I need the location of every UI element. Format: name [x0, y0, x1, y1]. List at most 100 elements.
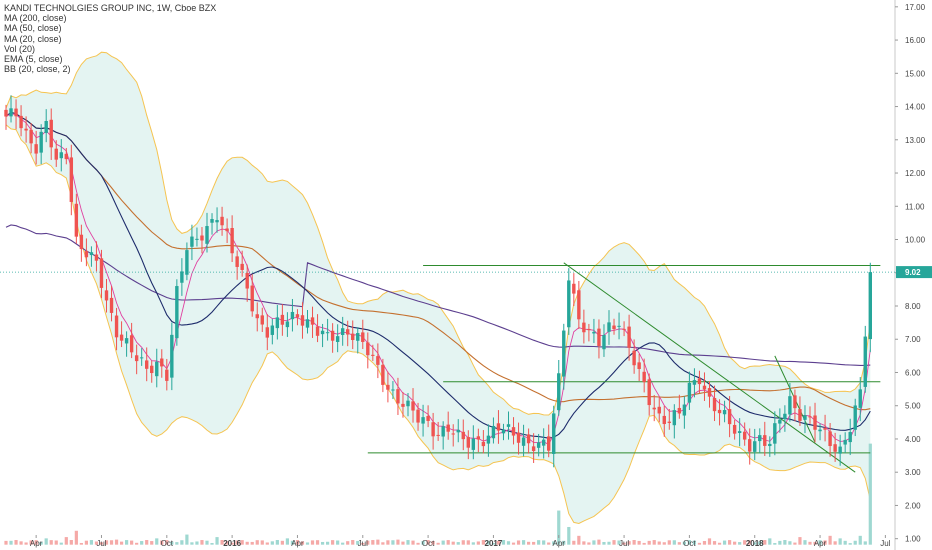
- candle-body: [104, 290, 109, 301]
- candle-body: [547, 436, 551, 451]
- volume-bar: [813, 541, 817, 545]
- volume-bar: [712, 541, 717, 545]
- candle-body: [637, 362, 641, 370]
- volume-bar: [396, 539, 400, 545]
- volume-bar: [803, 540, 807, 545]
- candle-body: [356, 333, 360, 341]
- candle-body: [426, 415, 430, 421]
- candle-body: [838, 446, 842, 454]
- candle-body: [315, 326, 320, 336]
- candle-body: [59, 152, 63, 159]
- volume-bar: [235, 540, 239, 545]
- candle-body: [64, 153, 68, 160]
- ma200-line: [5, 224, 871, 366]
- candle-body: [421, 417, 425, 424]
- volume-bar: [592, 540, 596, 545]
- volume-bar: [300, 541, 305, 545]
- candle-body: [516, 432, 521, 443]
- volume-bar: [783, 540, 787, 545]
- candle-body: [205, 226, 209, 244]
- legend-title: KANDI TECHNOLGIES GROUP INC, 1W, Cboe BZ…: [4, 3, 217, 13]
- volume-bar: [763, 540, 767, 545]
- volume-bar: [416, 542, 420, 545]
- candle-body: [325, 332, 330, 334]
- candle-body: [567, 280, 571, 328]
- candle-body: [99, 258, 104, 288]
- volume-bar: [341, 542, 345, 545]
- candle-body: [170, 334, 174, 378]
- candle-body: [300, 315, 305, 326]
- candle-body: [9, 108, 13, 117]
- volume-bar: [632, 540, 636, 545]
- candle-body: [562, 330, 566, 377]
- volume-bar: [426, 539, 430, 545]
- candle-body: [175, 286, 179, 339]
- volume-bar: [119, 541, 124, 545]
- volume-bar: [24, 542, 28, 545]
- candle-body: [406, 400, 410, 407]
- x-tick-label: 2016: [223, 539, 241, 548]
- volume-bar: [109, 540, 114, 545]
- volume-bar: [175, 542, 179, 545]
- candle-body: [783, 413, 787, 420]
- volume-bar: [29, 540, 33, 545]
- candle-body: [69, 157, 74, 202]
- volume-bar: [707, 538, 712, 545]
- volume-bar: [833, 541, 837, 545]
- volume-bar: [788, 541, 792, 545]
- candle-body: [260, 315, 264, 325]
- candle-body: [652, 407, 656, 410]
- candle-body: [431, 422, 435, 437]
- y-tick-label: 2.00: [905, 501, 921, 510]
- volume-bar: [521, 540, 526, 545]
- volume-bar: [537, 540, 541, 545]
- candle-body: [401, 403, 405, 407]
- volume-bar: [270, 541, 274, 545]
- candle-body: [250, 285, 254, 312]
- volume-bar: [456, 542, 460, 545]
- candle-body: [868, 272, 872, 340]
- volume-bar: [19, 541, 23, 545]
- candle-body: [49, 119, 53, 148]
- candle-body: [476, 436, 481, 440]
- last-price-label: 9.02: [905, 268, 921, 277]
- y-tick-label: 15.00: [905, 69, 926, 78]
- volume-bar: [4, 540, 8, 545]
- volume-bar: [466, 540, 470, 545]
- volume-bar: [39, 541, 43, 545]
- y-tick-label: 10.00: [905, 236, 926, 245]
- volume-bar: [486, 540, 490, 545]
- volume-bar: [753, 542, 757, 545]
- last-price-badge: [896, 266, 932, 279]
- y-tick-label: 6.00: [905, 368, 921, 377]
- candle-body: [541, 439, 546, 446]
- volume-bar: [567, 526, 571, 545]
- volume-bar: [778, 540, 782, 545]
- volume-bar: [371, 540, 375, 545]
- candle-body: [185, 250, 189, 275]
- candle-body: [416, 409, 420, 423]
- candle-body: [24, 128, 28, 131]
- candle-body: [215, 220, 219, 223]
- volume-bar: [773, 543, 777, 545]
- x-tick-label: Apr: [553, 539, 566, 548]
- volume-bar: [74, 530, 78, 545]
- volume-bar: [165, 540, 169, 545]
- candle-body: [742, 431, 747, 440]
- candle-body: [225, 228, 229, 232]
- volume-bar: [491, 543, 496, 545]
- candle-body: [788, 396, 792, 415]
- volume-bar: [240, 540, 244, 545]
- volume-bar: [823, 540, 827, 545]
- candle-body: [592, 331, 596, 334]
- candle-body: [612, 325, 616, 330]
- volume-bar: [667, 540, 671, 545]
- volume-bar: [280, 540, 284, 545]
- candle-body: [521, 437, 526, 446]
- volume-bar: [662, 542, 666, 545]
- candle-body: [843, 439, 847, 445]
- candle-body: [320, 330, 325, 335]
- candle-body: [828, 431, 832, 447]
- candle-body: [270, 325, 275, 335]
